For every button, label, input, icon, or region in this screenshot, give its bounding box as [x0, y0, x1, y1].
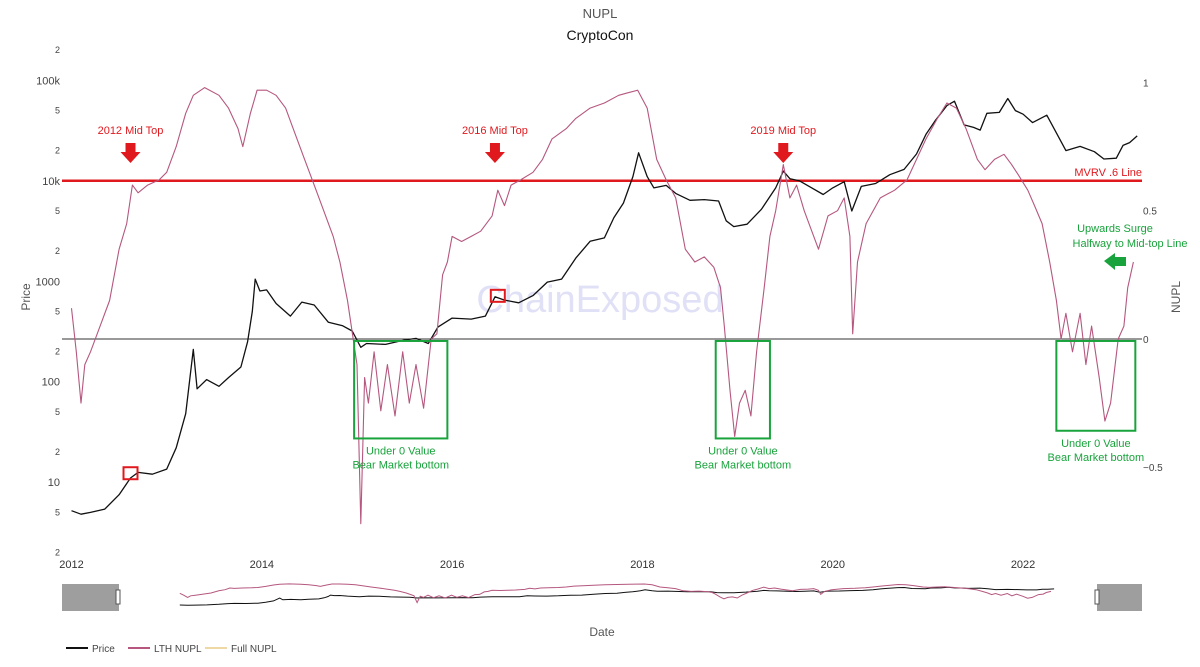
upwards-surge-arrow-icon	[1104, 253, 1126, 270]
x-tick-label: 2014	[250, 559, 274, 571]
mid-top-arrow-icon	[484, 143, 505, 163]
range-slider-series-line	[179, 583, 1052, 604]
x-axis: 2012 2014 2016 2018 2020 2022	[59, 559, 1035, 571]
watermark: ChainExposed	[476, 279, 723, 321]
y-right-tick-label: 1	[1143, 78, 1149, 89]
range-slider-right-handle	[1094, 589, 1100, 605]
y-left-minor-tick-label: 5	[55, 407, 60, 417]
mid-top-label: 2016 Mid Top	[462, 125, 528, 137]
range-slider-series-line	[179, 586, 1055, 606]
price-series-line	[71, 97, 1138, 515]
bear-market-box	[714, 339, 771, 440]
x-axis-title: Date	[589, 625, 615, 639]
lth-nupl-series-line	[70, 87, 1134, 525]
range-slider-left-handle	[115, 589, 121, 605]
mid-top-label: 2019 Mid Top	[750, 125, 816, 137]
upwards-surge-label-line2: Halfway to Mid-top Line	[1073, 238, 1188, 250]
annotations-layer: 2012 Mid Top 2016 Mid Top 2019 Mid Top Unde…	[98, 125, 1188, 481]
y-left-minor-tick-label: 5	[55, 507, 60, 517]
y-left-minor-tick-label: 2	[55, 346, 60, 356]
x-tick-label: 2022	[1011, 559, 1035, 571]
y-left-tick-label: 100k	[36, 75, 60, 87]
y-left-minor-tick-label: 5	[55, 106, 60, 116]
y-left-minor-tick-label: 2	[55, 246, 60, 256]
bear-market-box	[353, 339, 449, 440]
y-left-tick-label: 10k	[42, 176, 60, 188]
bear-market-label-line2: Bear Market bottom	[695, 459, 792, 471]
bear-market-box	[1055, 339, 1137, 432]
mid-top-arrow-icon	[773, 143, 794, 163]
y-right-tick-label: 0.5	[1143, 207, 1157, 218]
chart-title: NUPL	[583, 6, 618, 21]
reference-lines: MVRV .6 Line	[62, 167, 1142, 340]
y-right-tick-label: −0.5	[1143, 463, 1163, 474]
bear-market-label-line1: Under 0 Value	[708, 445, 778, 457]
range-slider-left-mask	[62, 584, 119, 611]
series-layer	[70, 87, 1138, 525]
y-left-minor-tick-label: 2	[55, 45, 60, 55]
bear-market-label-line2: Bear Market bottom	[352, 459, 449, 471]
chart-subtitle: CryptoCon	[567, 27, 634, 43]
y-left-minor-tick-label: 5	[55, 307, 60, 317]
y-left-tick-label: 10	[48, 477, 60, 489]
mvrv-line-label: MVRV .6 Line	[1074, 167, 1142, 179]
x-tick-label: 2012	[59, 559, 83, 571]
x-tick-label: 2020	[821, 559, 845, 571]
highlight-box	[489, 288, 506, 303]
x-tick-label: 2018	[630, 559, 654, 571]
x-tick-label: 2016	[440, 559, 464, 571]
bear-market-label-line1: Under 0 Value	[366, 445, 436, 457]
legend: Price LTH NUPL Full NUPL	[66, 644, 277, 655]
y-right-axis-title: NUPL	[1169, 281, 1183, 313]
y-left-minor-tick-label: 5	[55, 206, 60, 216]
y-left-tick-label: 1000	[36, 276, 60, 288]
bear-market-label-line2: Bear Market bottom	[1048, 452, 1145, 464]
y-left-tick-label: 100	[42, 377, 60, 389]
y-right-tick-label: 0	[1143, 335, 1149, 346]
y-left-axis: 10 100 1000 10k 100k 2 5 2 5 2 5 2 5 2 5 2	[36, 45, 61, 557]
legend-label: Price	[92, 644, 115, 655]
bear-market-label-line1: Under 0 Value	[1061, 438, 1131, 450]
legend-label: Full NUPL	[231, 644, 277, 655]
mid-top-label: 2012 Mid Top	[98, 125, 164, 137]
legend-label: LTH NUPL	[154, 644, 202, 655]
y-right-axis: 1 0.5 0 −0.5	[1143, 78, 1163, 474]
y-left-minor-tick-label: 2	[55, 447, 60, 457]
mid-top-arrow-icon	[120, 143, 141, 163]
range-slider[interactable]	[62, 583, 1142, 611]
y-left-axis-title: Price	[19, 283, 33, 311]
upwards-surge-label-line1: Upwards Surge	[1077, 223, 1153, 235]
y-left-minor-tick-label: 2	[55, 547, 60, 557]
y-left-minor-tick-label: 2	[55, 146, 60, 156]
range-slider-right-mask	[1097, 584, 1142, 611]
highlight-box	[122, 466, 139, 481]
